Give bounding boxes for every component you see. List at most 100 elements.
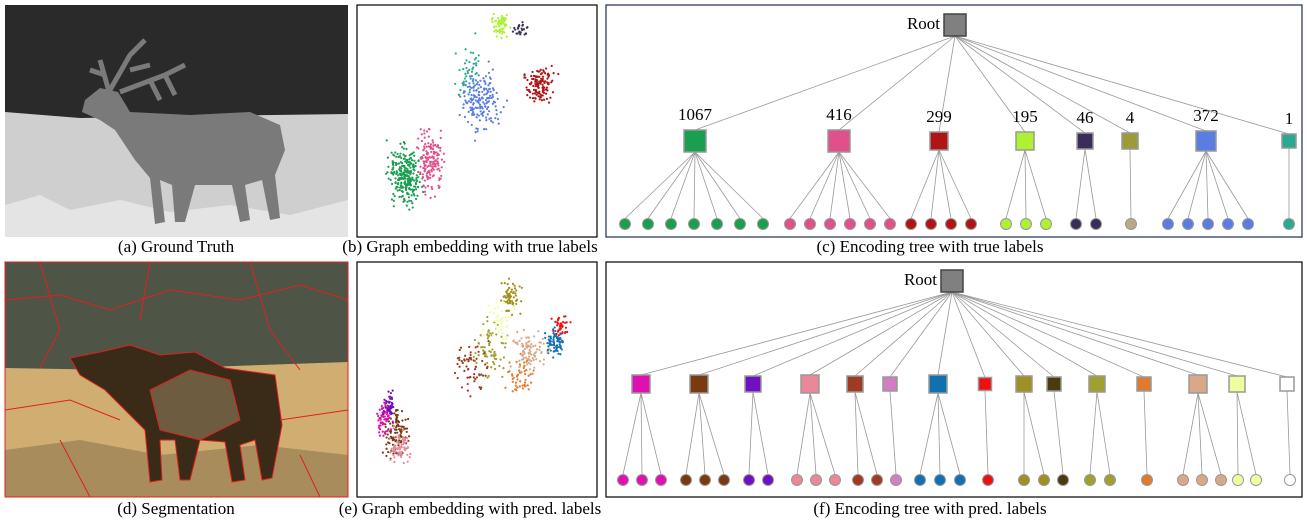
embedding-point: [494, 354, 496, 356]
embedding-point: [430, 151, 432, 153]
embedding-point: [490, 351, 492, 353]
tree-node: [684, 130, 706, 152]
embedding-point: [392, 193, 394, 195]
embedding-point: [424, 165, 426, 167]
tree-leaf: [906, 219, 917, 230]
embedding-point: [511, 314, 513, 316]
embedding-point: [438, 179, 440, 181]
embedding-point: [392, 454, 394, 456]
tree-node: [1196, 131, 1216, 151]
embedding-point: [415, 165, 417, 167]
embedding-point: [528, 356, 530, 358]
embedding-point: [473, 376, 475, 378]
embedding-point: [389, 408, 391, 410]
tree-edge: [939, 150, 951, 219]
embedding-point: [540, 78, 542, 80]
embedding-point: [526, 363, 528, 365]
embedding-point: [470, 78, 472, 80]
embedding-point: [475, 131, 477, 133]
embedding-point: [498, 123, 500, 125]
embedding-point: [382, 431, 384, 433]
figure: (a) Ground Truth (b) Graph embedding wit…: [0, 0, 1307, 523]
embedding-point: [494, 117, 496, 119]
embedding-point: [464, 91, 466, 93]
embedding-point: [517, 32, 519, 34]
embedding-point: [560, 322, 562, 324]
tree-leaf: [700, 475, 711, 486]
embedding-point: [495, 105, 497, 107]
embedding-point: [474, 140, 476, 142]
embedding-point: [471, 99, 473, 101]
tree-leaf: [1285, 475, 1296, 486]
embedding-point: [464, 99, 466, 101]
embedding-point: [417, 137, 419, 139]
embedding-point: [519, 385, 521, 387]
tree-edge: [753, 292, 952, 376]
caption: (a) Ground Truth: [118, 237, 235, 256]
embedding-point: [484, 355, 486, 357]
embedding-point: [548, 335, 550, 337]
embedding-point: [524, 385, 526, 387]
embedding-point: [474, 368, 476, 370]
embedding-point: [545, 67, 547, 69]
embedding-point: [528, 362, 530, 364]
embedding-point: [380, 419, 382, 421]
embedding-point: [404, 419, 406, 421]
node-label: 1067: [678, 105, 713, 124]
tree-leaf: [1071, 219, 1082, 230]
embedding-point: [383, 418, 385, 420]
embedding-point: [524, 373, 526, 375]
embedding-point: [416, 195, 418, 197]
embedding-point: [404, 442, 406, 444]
embedding-point: [465, 75, 467, 77]
tree-edge: [855, 392, 858, 475]
embedding-point: [548, 348, 550, 350]
tree-leaf: [1105, 475, 1116, 486]
embedding-point: [523, 367, 525, 369]
embedding-point: [443, 153, 445, 155]
tree-edge: [625, 152, 695, 219]
embedding-point: [526, 27, 528, 29]
embedding-point: [559, 353, 561, 355]
tree-edge: [1025, 150, 1026, 219]
embedding-point: [435, 151, 437, 153]
embedding-point: [386, 436, 388, 438]
embedding-point: [406, 193, 408, 195]
embedding-point: [506, 36, 508, 38]
embedding-point: [505, 342, 507, 344]
embedding-point: [483, 111, 485, 113]
embedding-point: [554, 321, 556, 323]
embedding-point: [389, 452, 391, 454]
tree-node: [828, 130, 850, 152]
embedding-point: [401, 419, 403, 421]
embedding-point: [387, 166, 389, 168]
embedding-point: [440, 130, 442, 132]
embedding-point: [478, 91, 480, 93]
embedding-point: [464, 116, 466, 118]
tree-node: [930, 132, 948, 150]
embedding-point: [549, 340, 551, 342]
embedding-point: [555, 333, 557, 335]
embedding-point: [472, 78, 474, 80]
embedding-point: [472, 111, 474, 113]
embedding-point: [488, 110, 490, 112]
tree-leaf: [1284, 219, 1295, 230]
embedding-point: [405, 186, 407, 188]
tree-node: [1016, 132, 1034, 150]
embedding-point: [478, 54, 480, 56]
embedding-point: [397, 183, 399, 185]
embedding-point: [465, 59, 467, 61]
embedding-point: [504, 316, 506, 318]
tree-edge: [985, 391, 988, 475]
embedding-point: [521, 27, 523, 29]
tree-edge: [648, 152, 695, 219]
embedding-point: [497, 118, 499, 120]
embedding-point: [389, 459, 391, 461]
tree-leaf: [618, 475, 629, 486]
embedding-point: [482, 115, 484, 117]
embedding-point: [478, 351, 480, 353]
tree-node: [883, 377, 897, 391]
embedding-point: [551, 80, 553, 82]
embedding-point: [390, 179, 392, 181]
tree-leaf: [915, 475, 926, 486]
